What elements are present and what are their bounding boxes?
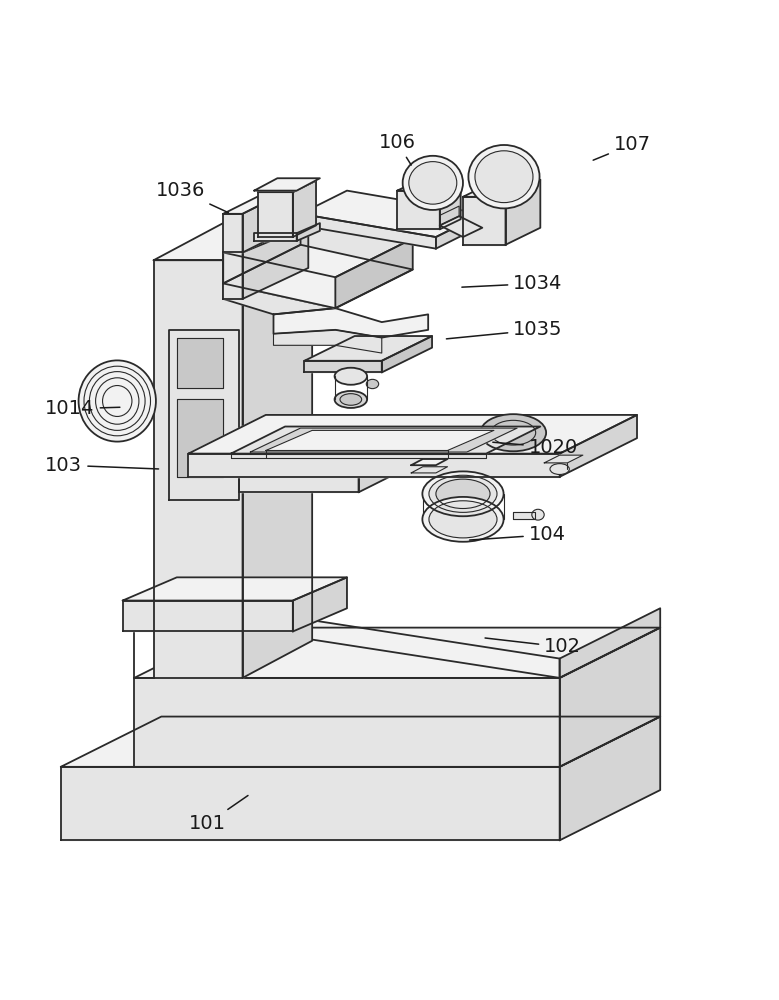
Polygon shape — [231, 454, 486, 458]
Ellipse shape — [429, 475, 497, 512]
Polygon shape — [273, 308, 428, 338]
Polygon shape — [301, 214, 436, 249]
Ellipse shape — [436, 479, 490, 509]
Polygon shape — [293, 181, 316, 237]
Polygon shape — [122, 577, 347, 601]
Polygon shape — [440, 206, 459, 225]
Polygon shape — [436, 214, 482, 249]
Polygon shape — [382, 336, 432, 372]
Polygon shape — [358, 438, 421, 492]
Polygon shape — [397, 181, 460, 191]
Ellipse shape — [422, 497, 503, 542]
Ellipse shape — [79, 360, 156, 442]
Polygon shape — [305, 336, 432, 361]
Polygon shape — [153, 260, 242, 678]
Text: 103: 103 — [45, 456, 159, 475]
Polygon shape — [506, 180, 541, 245]
Ellipse shape — [475, 151, 533, 203]
Polygon shape — [224, 214, 242, 252]
Text: 106: 106 — [379, 133, 416, 165]
Text: 1034: 1034 — [462, 274, 562, 293]
Ellipse shape — [403, 156, 463, 210]
Polygon shape — [224, 245, 413, 308]
Ellipse shape — [550, 464, 569, 474]
Polygon shape — [335, 239, 413, 308]
Polygon shape — [254, 178, 320, 191]
Polygon shape — [238, 469, 358, 492]
Ellipse shape — [422, 471, 503, 516]
Ellipse shape — [366, 379, 379, 389]
Polygon shape — [440, 216, 482, 237]
Polygon shape — [463, 197, 506, 245]
Polygon shape — [305, 361, 382, 372]
Polygon shape — [242, 223, 312, 678]
Polygon shape — [224, 187, 297, 214]
Polygon shape — [559, 415, 637, 477]
Polygon shape — [559, 608, 661, 678]
Polygon shape — [224, 214, 413, 277]
Polygon shape — [61, 767, 559, 840]
Polygon shape — [297, 223, 320, 241]
Polygon shape — [134, 678, 559, 767]
Polygon shape — [224, 252, 242, 299]
Text: 101: 101 — [189, 795, 248, 833]
Text: 102: 102 — [485, 637, 581, 656]
Ellipse shape — [340, 394, 361, 405]
Polygon shape — [242, 187, 297, 252]
Polygon shape — [266, 430, 494, 450]
Text: 1020: 1020 — [493, 438, 578, 457]
Polygon shape — [122, 601, 293, 631]
Polygon shape — [134, 608, 234, 628]
Polygon shape — [411, 467, 447, 473]
Polygon shape — [440, 181, 460, 229]
Polygon shape — [258, 181, 316, 192]
Polygon shape — [258, 192, 293, 237]
Polygon shape — [463, 180, 541, 197]
Ellipse shape — [532, 509, 545, 520]
Polygon shape — [559, 717, 661, 840]
Ellipse shape — [491, 420, 536, 445]
Polygon shape — [189, 454, 559, 477]
Text: 1036: 1036 — [156, 181, 228, 213]
Polygon shape — [254, 233, 297, 241]
Polygon shape — [545, 455, 583, 463]
Polygon shape — [189, 415, 637, 454]
Polygon shape — [559, 628, 661, 767]
Polygon shape — [177, 399, 224, 477]
Polygon shape — [301, 191, 482, 237]
Polygon shape — [238, 438, 421, 469]
Polygon shape — [177, 338, 224, 388]
Ellipse shape — [335, 368, 367, 385]
Polygon shape — [61, 717, 661, 767]
Polygon shape — [134, 608, 559, 678]
Text: 104: 104 — [470, 525, 566, 544]
Ellipse shape — [468, 145, 540, 208]
Polygon shape — [231, 427, 541, 454]
Polygon shape — [250, 428, 517, 452]
Polygon shape — [224, 214, 301, 283]
Ellipse shape — [409, 162, 456, 204]
Polygon shape — [169, 330, 238, 500]
Polygon shape — [224, 283, 335, 314]
Ellipse shape — [429, 501, 497, 538]
Polygon shape — [397, 191, 440, 229]
Text: 1035: 1035 — [446, 320, 562, 339]
Polygon shape — [293, 577, 347, 631]
Ellipse shape — [335, 391, 367, 408]
Text: 107: 107 — [593, 135, 650, 160]
Polygon shape — [242, 225, 308, 299]
Text: 1014: 1014 — [45, 399, 120, 418]
Polygon shape — [411, 459, 447, 465]
Polygon shape — [513, 512, 535, 519]
Polygon shape — [153, 223, 312, 260]
Ellipse shape — [481, 414, 546, 451]
Polygon shape — [134, 628, 661, 678]
Polygon shape — [273, 330, 382, 353]
